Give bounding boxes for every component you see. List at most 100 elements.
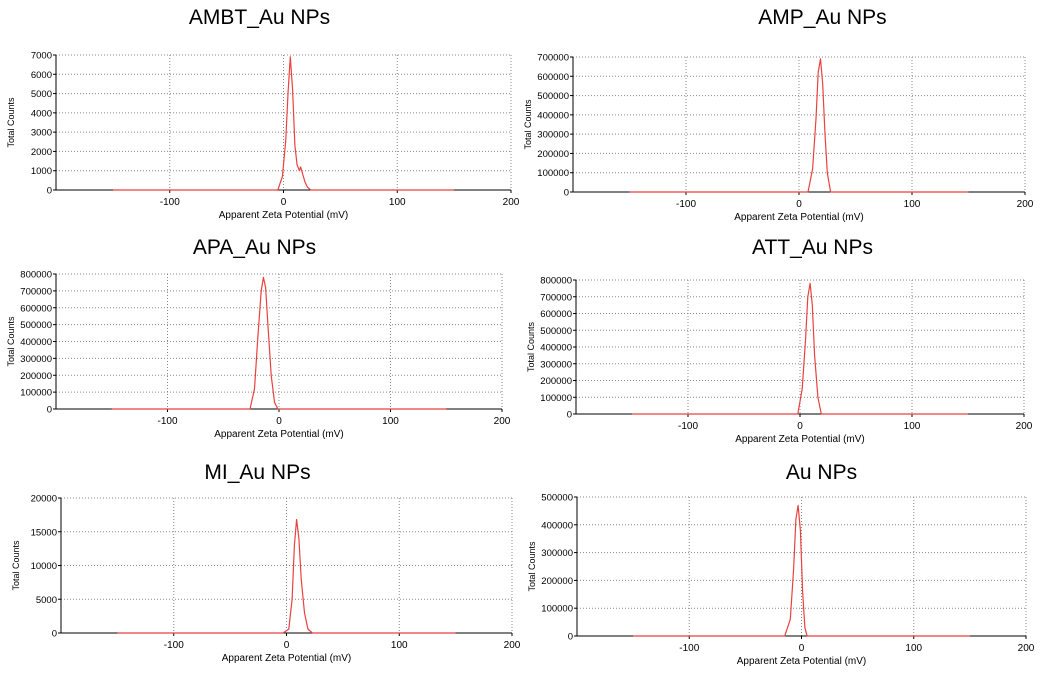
x-tick-label: 100 (389, 197, 406, 208)
chart-panel-4: -100 0 100 200 0 5000 10000 15000 20000 Apparent … (11, 494, 521, 665)
x-tick-label: 100 (904, 421, 921, 432)
x-tick-label: 100 (905, 643, 922, 654)
x-tick-label: -100 (157, 416, 177, 427)
y-tick-label: 5000 (31, 89, 52, 100)
series-line-0 (633, 504, 970, 637)
panel-title-amp: AMP_Au NPs (758, 6, 887, 29)
series-line-0 (629, 58, 969, 193)
chart-panel-5: -100 0 100 200 0 100000 200000 300000 400000 5000… (527, 493, 1035, 668)
y-axis-label: Total Counts (523, 99, 533, 150)
x-axis-label: Apparent Zeta Potential (mV) (735, 434, 865, 445)
y-tick-label: 700000 (537, 53, 569, 64)
x-tick-label: 200 (494, 416, 511, 427)
y-tick-label: 7000 (31, 51, 52, 62)
y-tick-label: 0 (47, 186, 52, 197)
y-tick-label: 500000 (541, 493, 573, 504)
chart-panel-2: -100 0 100 200 0 100000 200000 300000 400000 5000… (6, 270, 511, 441)
x-tick-label: 200 (503, 197, 520, 208)
chart-panel-0: -100 0 100 20001000200030004000500060007000… (6, 51, 520, 222)
panel-title-ambt: AMBT_Au NPs (188, 6, 331, 29)
y-tick-label: 200000 (537, 149, 569, 160)
y-tick-label: 200000 (20, 371, 52, 382)
x-tick-label: -100 (678, 421, 698, 432)
x-tick-label: -100 (676, 199, 696, 210)
x-tick-label: 200 (1017, 199, 1034, 210)
x-axis-label: Apparent Zeta Potential (mV) (737, 656, 867, 667)
y-tick-label: 4000 (31, 108, 52, 119)
y-tick-label: 600000 (20, 303, 52, 314)
y-tick-label: 0 (47, 405, 52, 416)
y-tick-label: 5000 (36, 595, 57, 606)
x-tick-label: 0 (797, 421, 803, 432)
y-tick-label: 100000 (541, 604, 573, 615)
y-tick-label: 500000 (537, 91, 569, 102)
x-tick-label: 0 (796, 199, 802, 210)
series-line-0 (117, 518, 456, 634)
x-tick-label: 0 (799, 643, 805, 654)
y-axis-label: Total Counts (6, 316, 16, 367)
x-tick-label: -100 (679, 643, 699, 654)
x-axis-label: Apparent Zeta Potential (mV) (222, 653, 352, 664)
series-line-0 (111, 276, 447, 410)
y-tick-label: 2000 (31, 147, 52, 158)
y-tick-label: 400000 (541, 520, 573, 531)
y-tick-label: 100000 (20, 388, 52, 399)
y-tick-label: 800000 (540, 276, 572, 287)
y-tick-label: 6000 (31, 70, 52, 81)
y-tick-label: 100000 (537, 168, 569, 179)
x-tick-label: 200 (1016, 421, 1033, 432)
y-tick-label: 300000 (20, 354, 52, 365)
y-tick-label: 0 (567, 410, 572, 421)
y-tick-label: 400000 (537, 110, 569, 121)
y-tick-label: 500000 (540, 326, 572, 337)
x-axis-label: Apparent Zeta Potential (mV) (219, 210, 349, 221)
y-tick-label: 20000 (31, 494, 57, 505)
series-line-0 (632, 282, 968, 415)
y-tick-label: 100000 (540, 393, 572, 404)
panel-title-au: Au NPs (785, 461, 858, 484)
y-tick-label: 3000 (31, 128, 52, 139)
x-axis-label: Apparent Zeta Potential (mV) (214, 429, 344, 440)
x-tick-label: 200 (504, 640, 521, 651)
y-tick-label: 600000 (540, 309, 572, 320)
y-tick-label: 0 (52, 629, 57, 640)
y-tick-label: 200000 (540, 376, 572, 387)
series-line-0 (112, 56, 455, 191)
y-tick-label: 800000 (20, 270, 52, 281)
y-tick-label: 300000 (540, 359, 572, 370)
y-tick-label: 300000 (537, 130, 569, 141)
y-tick-label: 500000 (20, 320, 52, 331)
x-tick-label: -100 (160, 197, 180, 208)
y-tick-label: 1000 (31, 166, 52, 177)
y-tick-label: 200000 (541, 576, 573, 587)
panel-title-att: ATT_Au NPs (752, 236, 873, 259)
x-tick-label: 100 (382, 416, 399, 427)
panel-title-apa: APA_Au NPs (192, 236, 317, 259)
y-tick-label: 700000 (540, 292, 572, 303)
x-tick-label: 0 (284, 640, 290, 651)
y-axis-label: Total Counts (6, 97, 16, 148)
x-tick-label: 0 (281, 197, 287, 208)
y-tick-label: 600000 (537, 72, 569, 83)
x-axis-label: Apparent Zeta Potential (mV) (734, 212, 864, 223)
y-tick-label: 0 (564, 188, 569, 199)
y-tick-label: 10000 (31, 561, 57, 572)
y-tick-label: 400000 (540, 343, 572, 354)
y-tick-label: 700000 (20, 286, 52, 297)
chart-panel-3: -100 0 100 200 0 100000 200000 300000 400000 5000… (526, 276, 1033, 446)
x-tick-label: 0 (276, 416, 282, 427)
x-tick-label: -100 (164, 640, 184, 651)
y-tick-label: 15000 (31, 527, 57, 538)
y-tick-label: 0 (568, 632, 573, 643)
chart-panel-1: -100 0 100 200 0 100000 200000 300000 400000 5000… (523, 53, 1034, 224)
panel-title-mi: MI_Au NPs (204, 461, 311, 484)
x-tick-label: 200 (1018, 643, 1035, 654)
x-tick-label: 100 (391, 640, 408, 651)
y-tick-label: 400000 (20, 337, 52, 348)
y-axis-label: Total Counts (526, 321, 536, 372)
x-tick-label: 100 (904, 199, 921, 210)
y-axis-label: Total Counts (11, 540, 21, 591)
y-axis-label: Total Counts (527, 541, 537, 592)
